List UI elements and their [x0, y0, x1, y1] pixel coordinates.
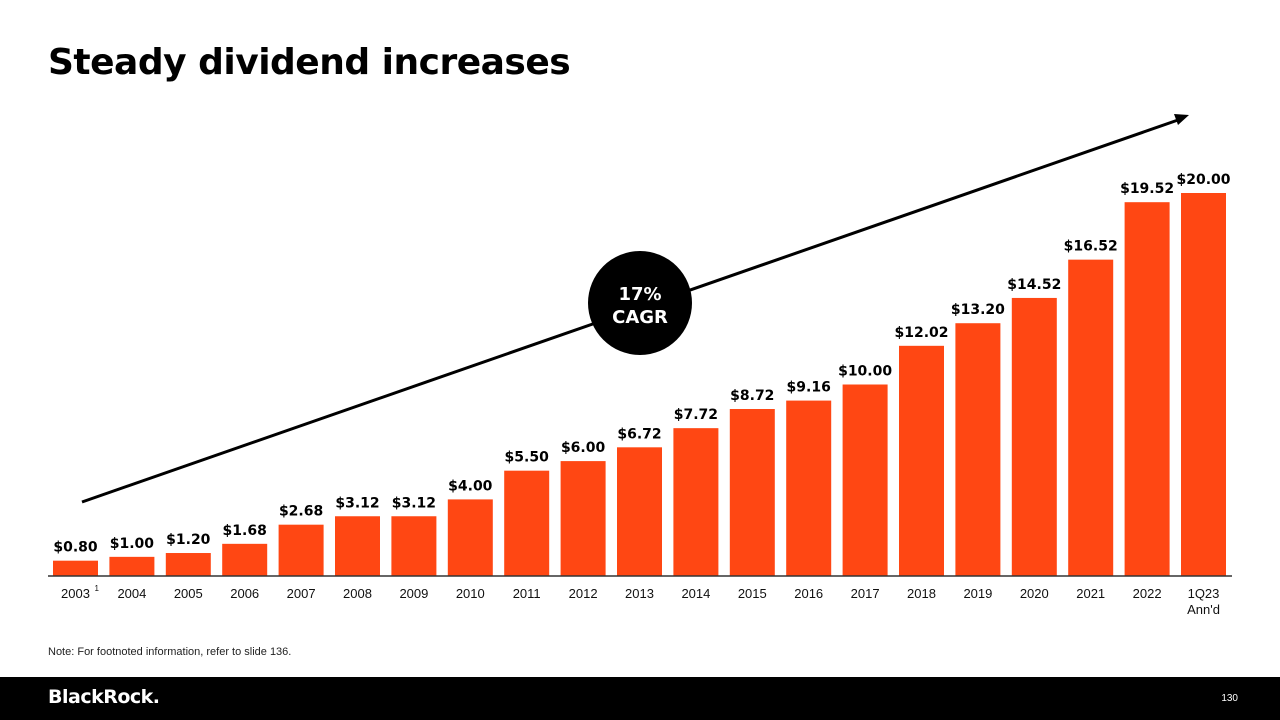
x-tick-label: 2014 [681, 586, 710, 601]
bar [278, 524, 324, 576]
bar [560, 461, 606, 576]
bar [729, 409, 775, 576]
page-number: 130 [1221, 693, 1238, 704]
bar [335, 516, 380, 576]
x-tick-label: 2007 [287, 586, 316, 601]
bar [165, 553, 211, 576]
data-label: $13.20 [951, 302, 1005, 318]
x-tick-label: 2008 [343, 586, 372, 601]
cagr-label: CAGR [612, 307, 668, 328]
x-tick-label: 2010 [456, 586, 485, 601]
x-tick-label: 2015 [738, 586, 767, 601]
x-tick-label: 2020 [1020, 586, 1049, 601]
data-label: $19.52 [1120, 181, 1174, 197]
data-label: $8.72 [730, 388, 774, 404]
bar [53, 560, 98, 576]
data-label: $1.68 [223, 523, 267, 539]
x-tick-label: 2019 [963, 586, 992, 601]
data-label: $3.12 [392, 495, 436, 511]
bar [899, 345, 944, 576]
footer-bar: BlackRock. 130 [0, 677, 1280, 720]
bar [1011, 297, 1057, 576]
x-tick-label: 2003 [61, 586, 90, 601]
data-label: $12.02 [894, 325, 948, 341]
data-label: $6.72 [617, 426, 661, 442]
bar [109, 556, 155, 576]
blackrock-logo: BlackRock. [48, 686, 160, 708]
x-tick-label: 2004 [117, 586, 146, 601]
x-tick-label: 2005 [174, 586, 203, 601]
data-label: $6.00 [561, 440, 606, 456]
data-label: $1.20 [166, 532, 211, 548]
bar [447, 499, 493, 576]
bar [222, 543, 268, 576]
bar [786, 400, 832, 576]
x-tick-label: 2016 [794, 586, 823, 601]
data-label: $2.68 [279, 504, 323, 520]
data-label: $5.50 [505, 450, 550, 466]
dividend-bar-chart: $0.80 2003 1 $1.00 2004 $1.20 2005 $1.68 2006 $2.… [48, 114, 1232, 617]
data-label: $16.52 [1064, 239, 1118, 255]
footnote: Note: For footnoted information, refer t… [48, 646, 292, 658]
bar [955, 323, 1001, 576]
bar [504, 470, 550, 576]
bar [842, 384, 888, 576]
x-tick-label: 2006 [230, 586, 259, 601]
cagr-badge [588, 251, 692, 355]
data-label: $9.16 [787, 380, 831, 396]
bar [1181, 193, 1226, 576]
trend-arrowhead-icon [1174, 114, 1189, 125]
data-label: $20.00 [1176, 172, 1230, 188]
data-label: $7.72 [674, 407, 718, 423]
x-tick-label: 2022 [1133, 586, 1162, 601]
x-tick-label: 1Q23 Ann'd [1187, 586, 1220, 617]
bar [673, 428, 719, 576]
footnote-marker: 1 [95, 584, 100, 593]
x-tick-label: 2017 [851, 586, 880, 601]
bar [1124, 202, 1170, 576]
x-tick-label: 2018 [907, 586, 936, 601]
x-tick-label: 2013 [625, 586, 654, 601]
page-title: Steady dividend increases [48, 42, 571, 83]
x-tick-label: 2012 [569, 586, 598, 601]
data-label: $0.80 [53, 540, 98, 556]
data-label: $4.00 [448, 478, 493, 494]
x-tick-label: 2021 [1076, 586, 1105, 601]
bar [1068, 259, 1114, 576]
x-tick-label: 2011 [513, 586, 541, 601]
bar [391, 516, 437, 576]
bar [617, 447, 662, 576]
data-label: $10.00 [838, 364, 892, 380]
cagr-value: 17% [618, 284, 661, 305]
data-label: $14.52 [1007, 277, 1061, 293]
data-label: $1.00 [110, 536, 155, 552]
x-tick-label: 2009 [399, 586, 428, 601]
data-label: $3.12 [335, 495, 379, 511]
